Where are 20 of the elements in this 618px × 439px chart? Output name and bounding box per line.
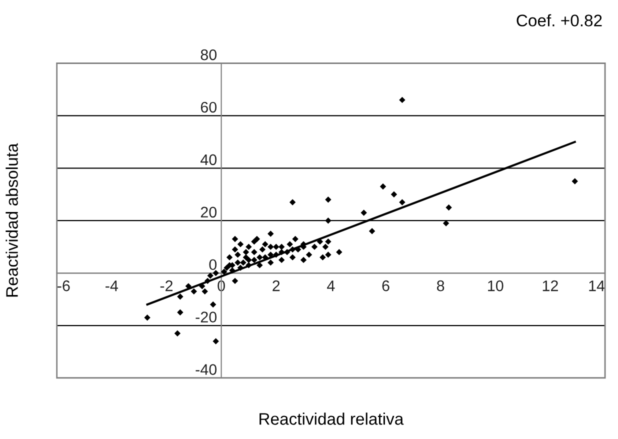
y-tick-label: 20 [200, 206, 217, 218]
x-tick-label: 2 [272, 280, 280, 292]
y-tick-label: -20 [196, 312, 217, 322]
y-tick-label: 60 [200, 102, 217, 113]
x-axis-title: Reactividad relativa [260, 412, 404, 425]
y-tick-label: 0 [209, 259, 217, 270]
x-tick-label: 10 [488, 280, 504, 292]
text: Coef. +0.82 [516, 14, 602, 26]
y-axis-title: Reactividad absoluta [6, 143, 18, 297]
x-tick-label: -2 [160, 280, 173, 292]
x-tick-label: 4 [327, 280, 335, 292]
y-tick-label: -40 [196, 364, 217, 375]
y-tick-label: 40 [200, 154, 217, 166]
x-tick-label: 12 [542, 280, 558, 292]
x-tick-label: -6 [58, 280, 70, 292]
x-tick-label: -4 [106, 280, 118, 292]
x-tick-label: 6 [382, 280, 390, 292]
x-tick-label: 8 [436, 280, 444, 292]
x-tick-label: 14 [589, 280, 605, 292]
y-tick-label: 80 [200, 49, 217, 60]
